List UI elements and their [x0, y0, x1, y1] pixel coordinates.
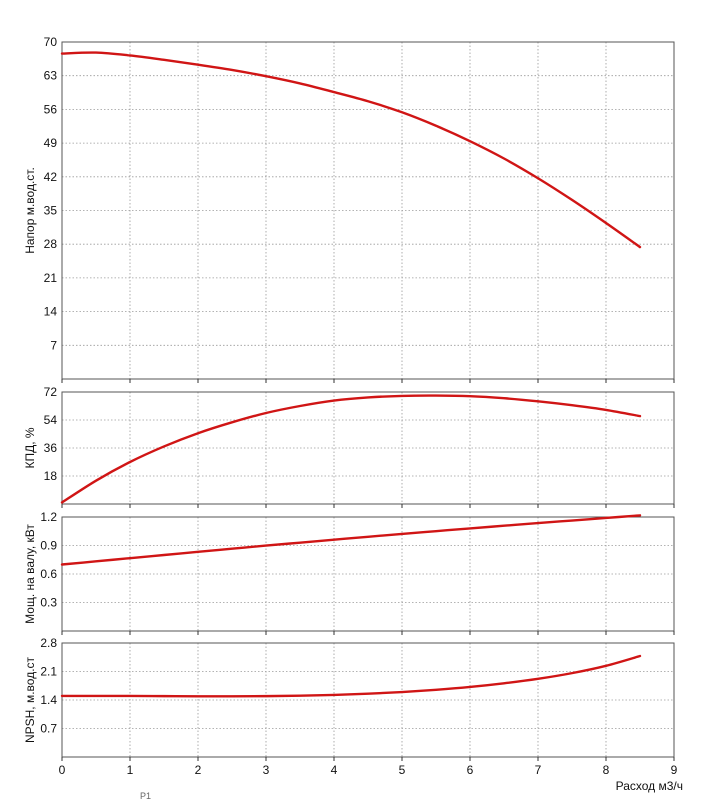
- series-line: [60, 51, 642, 249]
- y-tick-label: 42: [44, 170, 58, 184]
- y-tick-label: 2.1: [40, 665, 57, 679]
- y-tick-label: 28: [44, 237, 58, 251]
- x-tick-label: 1: [127, 763, 134, 777]
- x-tick-label: 5: [399, 763, 406, 777]
- x-tick-label: 7: [535, 763, 542, 777]
- y-tick-label: 1.4: [40, 693, 57, 707]
- plot-frame: [61, 516, 675, 632]
- y-tick-label: 14: [44, 305, 58, 319]
- panel-head: 7 14 21 28 35 42 49 56 63 70 Напор м.вод.ст.: [23, 35, 675, 383]
- y-tick-label: 0.6: [40, 567, 57, 581]
- y-axis-label: Напор м.вод.ст.: [23, 167, 37, 254]
- y-tick-label: 21: [44, 271, 58, 285]
- x-tick-label: 3: [263, 763, 270, 777]
- y-tick-label: 1.2: [40, 510, 57, 524]
- x-tick-label: 0: [59, 763, 66, 777]
- x-tick-label: 9: [671, 763, 678, 777]
- y-tick-label: 2.8: [40, 636, 57, 650]
- y-tick-label: 54: [44, 413, 58, 427]
- x-tick-label: 8: [603, 763, 610, 777]
- panel-efficiency: 18 36 54 72 КПД, %: [23, 385, 675, 508]
- y-axis-label: КПД, %: [23, 427, 37, 468]
- series-line: [60, 514, 642, 566]
- panel-npsh: 0.7 1.4 2.1 2.8 0 1 2 3 4 5 6 7 8 9 NPSH, м.вод.ст Расх…: [23, 636, 683, 793]
- y-tick-label: 18: [44, 469, 58, 483]
- x-axis-label: Расход м3/ч: [616, 779, 683, 793]
- y-tick-label: 7: [50, 338, 57, 352]
- y-tick-label: 35: [44, 204, 58, 218]
- y-tick-label: 72: [44, 385, 58, 399]
- y-axis-label: Мощ. на валу, кВт: [23, 524, 37, 624]
- y-tick-label: 0.7: [40, 722, 57, 736]
- y-tick-label: 63: [44, 69, 58, 83]
- y-axis-label: NPSH, м.вод.ст: [23, 656, 37, 743]
- plot-frame: [61, 41, 675, 380]
- footnote-label: P1: [140, 791, 151, 800]
- y-tick-label: 0.3: [40, 596, 57, 610]
- plot-frame: [61, 642, 675, 758]
- series-line: [60, 394, 642, 504]
- plot-frame: [61, 391, 675, 505]
- y-tick-label: 36: [44, 441, 58, 455]
- x-tick-label: 4: [331, 763, 338, 777]
- x-tick-label: 6: [467, 763, 474, 777]
- x-tick-label: 2: [195, 763, 202, 777]
- y-tick-label: 70: [44, 35, 58, 49]
- y-tick-label: 49: [44, 136, 58, 150]
- y-tick-label: 56: [44, 102, 58, 116]
- y-tick-label: 0.9: [40, 539, 57, 553]
- series-line: [60, 654, 642, 698]
